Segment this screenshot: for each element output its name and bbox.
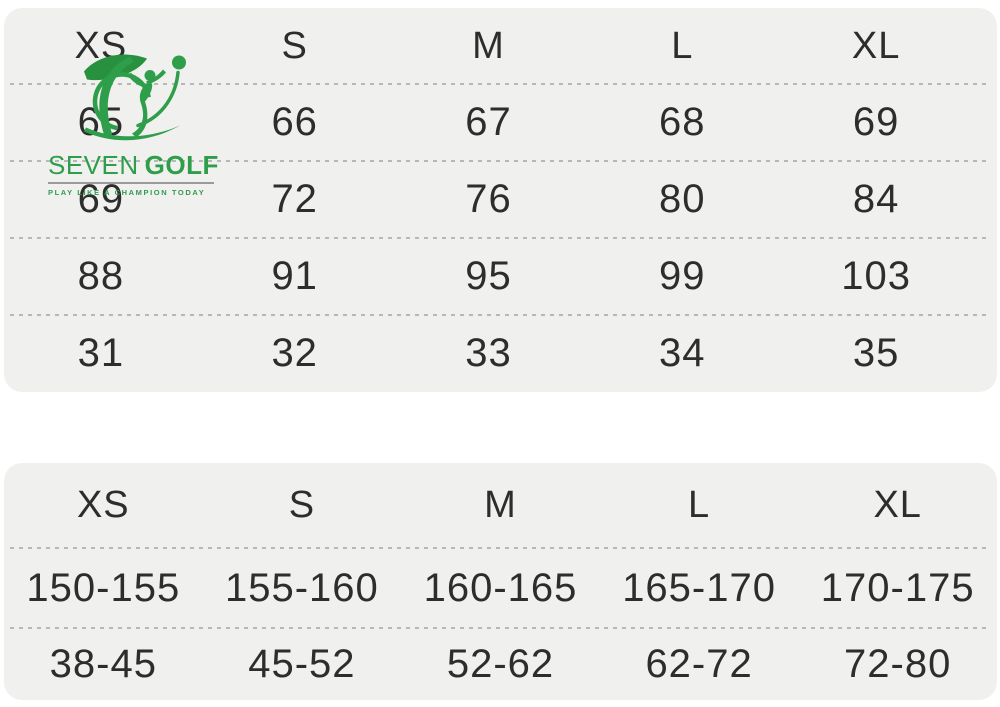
column-header: M bbox=[484, 484, 517, 526]
brand-logo: SEVEN GOLF PLAY LIKE A CHAMPION TODAY bbox=[48, 49, 219, 197]
column-header: L bbox=[688, 484, 711, 526]
brand-tagline: PLAY LIKE A CHAMPION TODAY bbox=[48, 187, 206, 197]
size-chart-panel-top: XSSMLXL656667686969727680848891959910331… bbox=[4, 8, 997, 392]
table-cell: 84 bbox=[852, 177, 900, 221]
column-header: XL bbox=[851, 24, 901, 67]
table-cell: 76 bbox=[465, 177, 512, 221]
table-cell: 150-155 bbox=[26, 565, 181, 610]
table-cell: 45-52 bbox=[248, 641, 356, 686]
table-cell: 72 bbox=[271, 177, 318, 221]
table-cell: 69 bbox=[852, 100, 900, 144]
table-cell: 38-45 bbox=[49, 641, 157, 686]
table-cell: 62-72 bbox=[645, 641, 753, 686]
table-cell: 35 bbox=[852, 331, 900, 375]
size-chart-row: 150-155 155-160 160-165 165-170 170-175 bbox=[4, 548, 997, 629]
table-cell: 91 bbox=[271, 254, 318, 298]
column-header: XS bbox=[76, 484, 130, 526]
brand-name-primary: SEVEN bbox=[48, 150, 139, 180]
table-cell: 31 bbox=[77, 331, 125, 375]
size-chart-row: 6566676869 bbox=[4, 84, 997, 162]
table-cell: 88 bbox=[77, 254, 125, 298]
size-chart-row: 88 91 95 99 103 bbox=[4, 238, 997, 316]
brand-name: SEVEN GOLF bbox=[48, 150, 219, 180]
table-cell: 52-62 bbox=[446, 641, 555, 686]
table-cell: 95 bbox=[465, 254, 512, 298]
table-cell: 67 bbox=[465, 100, 512, 144]
table-cell: 32 bbox=[271, 331, 318, 375]
table-cell: 66 bbox=[271, 100, 318, 144]
table-cell: 103 bbox=[841, 254, 911, 298]
brand-divider bbox=[48, 182, 214, 184]
table-cell: 34 bbox=[659, 331, 706, 375]
table-cell: 165-170 bbox=[622, 565, 776, 610]
table-cell: 68 bbox=[659, 100, 706, 144]
golfer-swing-logo-icon bbox=[84, 54, 186, 141]
size-chart-row: 38-45 45-52 52-62 62-72 72-80 bbox=[4, 628, 997, 700]
table-cell: 72-80 bbox=[844, 641, 952, 686]
table-cell: 69 bbox=[77, 177, 125, 221]
column-header: M bbox=[472, 24, 505, 67]
column-header: XL bbox=[873, 484, 922, 526]
table-cell: 99 bbox=[659, 254, 706, 298]
size-chart-panel-bottom: XS S M L XL 150-155 155-160 160-165 165-170 170-1… bbox=[4, 463, 997, 700]
size-chart-header-row: XS S M L XL bbox=[4, 463, 997, 549]
size-chart-row: 69 72 76 80 84 bbox=[4, 161, 997, 239]
column-header: S bbox=[281, 24, 308, 67]
table-cell: 33 bbox=[465, 331, 512, 375]
size-chart-row: 31 32 33 34 35 bbox=[4, 315, 997, 392]
brand-name-secondary: GOLF bbox=[144, 150, 219, 180]
column-header: S bbox=[288, 484, 316, 526]
table-cell: 80 bbox=[659, 177, 706, 221]
table-cell: 155-160 bbox=[224, 565, 379, 610]
table-cell: 170-175 bbox=[820, 565, 975, 610]
column-header: L bbox=[671, 24, 694, 67]
table-cell: 160-165 bbox=[423, 565, 578, 610]
